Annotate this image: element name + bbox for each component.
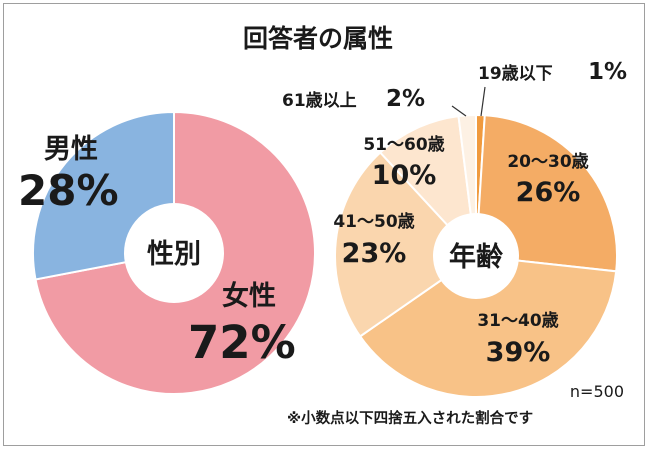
gender-pie-hole [124, 203, 224, 303]
age-label-51to60-name: 51～60歳 [363, 134, 444, 155]
footnote: ※小数点以下四捨五入された割合です [287, 411, 534, 427]
age-label-under19-pct: 1% [588, 59, 627, 85]
age-label-20to30-pct: 26% [516, 177, 581, 208]
age-label-41to50-pct: 23% [342, 238, 407, 269]
age-label-20to30-name: 20～30歳 [507, 151, 588, 172]
age-label-over61-pct: 2% [386, 86, 425, 112]
gender-label-male-name: 男性 [44, 134, 98, 165]
age-label-31to40-name: 31～40歳 [477, 310, 558, 331]
age-pie-slice-3 [334, 151, 478, 338]
leader-line-over61 [451, 105, 467, 117]
gender-label-female-name: 女性 [222, 280, 276, 312]
gender-label-male-pct: 28% [18, 166, 119, 215]
gender-label-female-pct: 72% [188, 316, 296, 369]
age-label-41to50-name: 41～50歳 [333, 211, 414, 232]
leader-line-under19 [480, 86, 486, 117]
gender-center-label: 性別 [147, 239, 201, 270]
age-pie-hole [433, 213, 519, 299]
sample-size: n=500 [569, 382, 624, 401]
age-label-under19-name: 19歳以下 [478, 63, 553, 84]
age-center-label: 年齢 [449, 241, 503, 273]
age-pie-slice-2 [358, 254, 618, 399]
age-label-51to60-pct: 10% [372, 160, 437, 191]
age-label-31to40-pct: 39% [486, 337, 551, 368]
chart-title: 回答者の属性 [243, 24, 393, 53]
age-label-over61-name: 61歳以上 [282, 90, 357, 111]
